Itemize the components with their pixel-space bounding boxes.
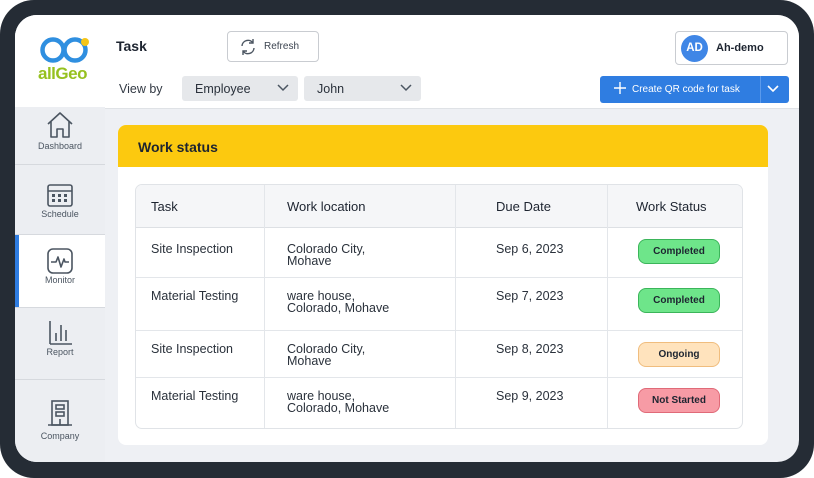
table-row[interactable]: Site Inspection Colorado City, Mohave Se…: [136, 228, 742, 278]
logo: allGeo: [15, 15, 105, 107]
cell-task: Site Inspection: [151, 342, 233, 356]
refresh-button[interactable]: Refresh: [227, 31, 319, 62]
create-qr-label: Create QR code for task: [632, 84, 740, 95]
status-badge: Ongoing: [638, 342, 720, 367]
table-row[interactable]: Site Inspection Colorado City, Mohave Se…: [136, 331, 742, 378]
sidebar-item-company[interactable]: Company: [15, 380, 105, 462]
work-status-table: Task Work location Due Date Work Status …: [135, 184, 743, 429]
status-badge: Completed: [638, 288, 720, 313]
cell-task: Material Testing: [151, 389, 239, 403]
table-header: Task Work location Due Date Work Status: [136, 185, 742, 228]
header: Task Refresh View by Employee John AD Ah…: [105, 15, 799, 109]
monitor-icon: [47, 248, 73, 274]
cell-location-line1: ware house,: [287, 389, 356, 403]
column-header-due-date: Due Date: [496, 199, 551, 214]
cell-location-line2: Mohave: [287, 354, 332, 368]
cell-location-line2: Mohave: [287, 254, 332, 268]
home-icon: [47, 112, 73, 138]
sidebar-item-label: Company: [40, 431, 80, 441]
building-icon: [48, 400, 72, 426]
cell-due-date: Sep 7, 2023: [496, 289, 564, 303]
person-filter-select[interactable]: John: [304, 76, 421, 101]
cell-due-date: Sep 9, 2023: [496, 389, 564, 403]
column-header-task: Task: [151, 199, 178, 214]
view-by-label: View by: [119, 82, 163, 96]
column-divider: [264, 185, 265, 428]
cell-location-line1: Colorado City,: [287, 342, 366, 356]
calendar-icon: [47, 184, 73, 207]
logo-text: allGeo: [38, 64, 87, 83]
chevron-down-icon[interactable]: [767, 84, 779, 94]
cell-due-date: Sep 8, 2023: [496, 342, 564, 356]
cell-location-line1: ware house,: [287, 289, 356, 303]
cell-task: Site Inspection: [151, 242, 233, 256]
logo-rings-icon: [40, 37, 89, 63]
cell-due-date: Sep 6, 2023: [496, 242, 564, 256]
sidebar-item-schedule[interactable]: Schedule: [15, 165, 105, 235]
refresh-label: Refresh: [264, 41, 300, 52]
employee-filter-select[interactable]: Employee: [182, 76, 298, 101]
status-badge: Completed: [638, 239, 720, 264]
sidebar: allGeo Dashboard Schedule Monitor: [15, 15, 105, 462]
column-header-work-location: Work location: [287, 199, 366, 214]
cell-location-line2: Colorado, Mohave: [287, 301, 390, 315]
select-value: Employee: [195, 82, 251, 96]
status-badge: Not Started: [638, 388, 720, 413]
create-qr-code-button[interactable]: Create QR code for task: [600, 76, 789, 103]
chevron-down-icon: [277, 84, 289, 92]
select-value: John: [317, 82, 345, 96]
bar-chart-icon: [49, 321, 72, 345]
card-header: Work status: [118, 125, 768, 167]
sidebar-item-monitor[interactable]: Monitor: [15, 235, 105, 308]
chevron-down-icon: [400, 84, 412, 92]
avatar: AD: [681, 35, 708, 62]
sidebar-item-label: Schedule: [41, 209, 79, 219]
table-row[interactable]: Material Testing ware house, Colorado, M…: [136, 278, 742, 331]
table-row[interactable]: Material Testing ware house, Colorado, M…: [136, 378, 742, 428]
cell-task: Material Testing: [151, 289, 239, 303]
sidebar-item-label: Monitor: [44, 275, 75, 285]
user-name: Ah-demo: [716, 42, 764, 54]
cell-location-line1: Colorado City,: [287, 242, 366, 256]
sidebar-item-label: Report: [46, 347, 74, 357]
page-title: Task: [116, 38, 147, 54]
sidebar-item-label: Dashboard: [37, 141, 83, 151]
card-title: Work status: [138, 139, 218, 155]
column-divider: [455, 185, 456, 428]
sidebar-item-dashboard[interactable]: Dashboard: [15, 107, 105, 165]
refresh-icon: [241, 39, 255, 55]
button-divider: [760, 76, 761, 103]
sidebar-item-report[interactable]: Report: [15, 308, 105, 380]
app-screen: allGeo Dashboard Schedule Monitor: [15, 15, 799, 462]
cell-location-line2: Colorado, Mohave: [287, 401, 390, 415]
column-header-work-status: Work Status: [636, 199, 707, 214]
plus-icon: [614, 82, 626, 94]
work-status-card: Work status Task Work location Due Date …: [118, 125, 768, 445]
column-divider: [607, 185, 608, 428]
user-menu[interactable]: AD Ah-demo: [675, 31, 788, 65]
